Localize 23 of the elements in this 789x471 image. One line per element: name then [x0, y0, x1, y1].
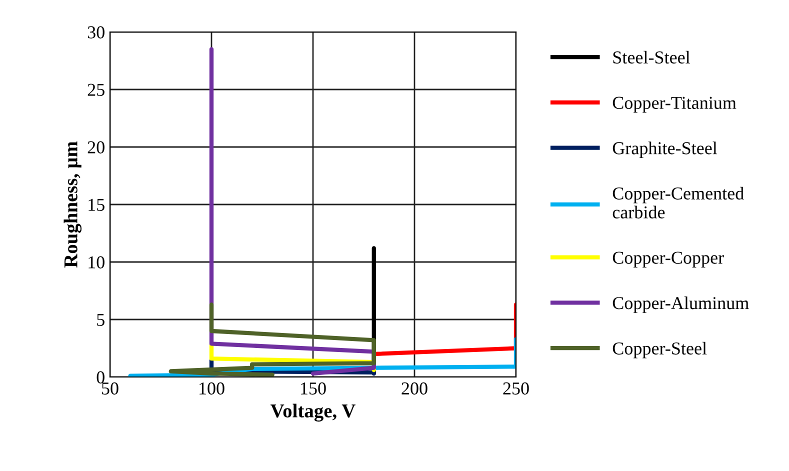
y-tick-label: 0: [96, 371, 104, 384]
legend-label: Graphite-Steel: [612, 142, 718, 158]
legend-label: Copper-Aluminum: [612, 296, 749, 313]
x-tick-label: 100: [200, 382, 224, 395]
y-tick-label: 5: [97, 314, 104, 326]
legend-label: Steel-Steel: [613, 50, 690, 64]
y-tick-label: 10: [88, 256, 104, 268]
line-series: [209, 47, 376, 376]
legend-label: Copper-Titanium: [612, 96, 736, 113]
x-tick-label: 50: [102, 382, 118, 395]
legend-label: Copper-Steel: [612, 342, 707, 358]
line-series: [168, 302, 376, 377]
x-tick-label: 250: [503, 382, 529, 395]
y-tick-label: 20: [88, 141, 104, 154]
y-axis-title: Roughness, µm: [64, 141, 82, 268]
y-tick-label: 25: [88, 84, 104, 96]
x-tick-label: 150: [301, 382, 326, 395]
y-tick-label: 15: [88, 198, 104, 211]
legend-label: Copper-Cemented carbide: [612, 186, 744, 218]
x-tick-label: 200: [402, 382, 428, 395]
x-axis-title: Voltage, V: [270, 404, 356, 422]
y-tick-label: 30: [88, 26, 104, 38]
legend-label: Copper-Copper: [612, 252, 724, 268]
